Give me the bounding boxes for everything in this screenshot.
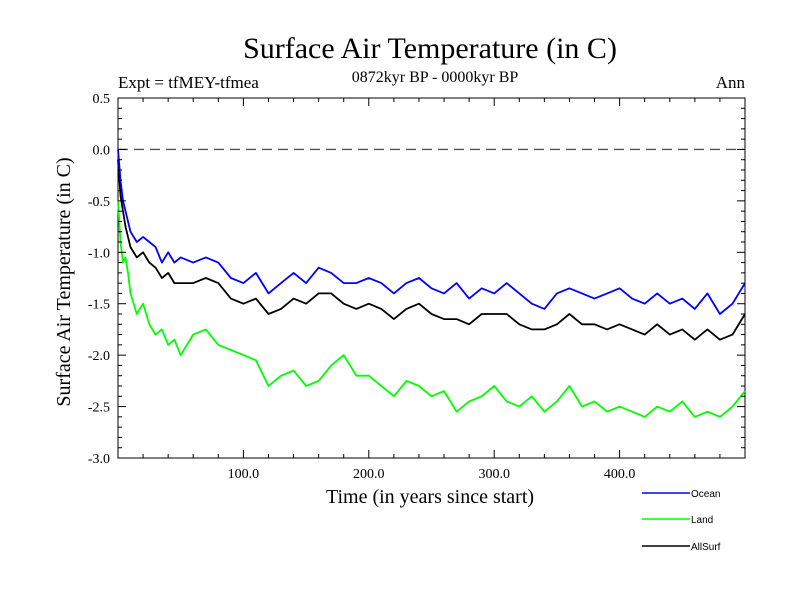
y-tick-label: -2.5 — [88, 401, 110, 416]
y-tick-label: -1.5 — [88, 298, 110, 313]
series-line-ocean — [117, 149, 746, 315]
plot-frame — [117, 97, 746, 459]
series-line-allsurf — [117, 159, 746, 341]
y-tick-label: -1.0 — [88, 246, 110, 261]
experiment-label: Expt = tfMEY-tfmea — [118, 73, 259, 92]
x-tick-label: 200.0 — [353, 467, 385, 482]
y-axis-label: Surface Air Temperature (in C) — [53, 157, 75, 406]
y-tick-label: 0.5 — [93, 92, 111, 107]
x-tick-label: 100.0 — [228, 467, 260, 482]
y-tick-label: -3.0 — [88, 452, 110, 467]
series-line-land — [117, 200, 746, 418]
period-label: 0872kyr BP - 0000kyr BP — [352, 69, 519, 86]
x-axis-label: Time (in years since start) — [326, 486, 534, 508]
x-tick-label: 400.0 — [604, 467, 636, 482]
chart-title: Surface Air Temperature (in C) — [243, 32, 617, 65]
x-tick-label: 300.0 — [478, 467, 510, 482]
y-tick-label: -0.5 — [88, 195, 110, 210]
legend-label-land: Land — [691, 515, 713, 526]
y-tick-label: 0.0 — [93, 143, 111, 158]
legend-label-allsurf: AllSurf — [691, 542, 721, 553]
legend-label-ocean: Ocean — [691, 489, 720, 500]
y-tick-label: -2.0 — [88, 349, 110, 364]
season-label: Ann — [716, 73, 746, 92]
